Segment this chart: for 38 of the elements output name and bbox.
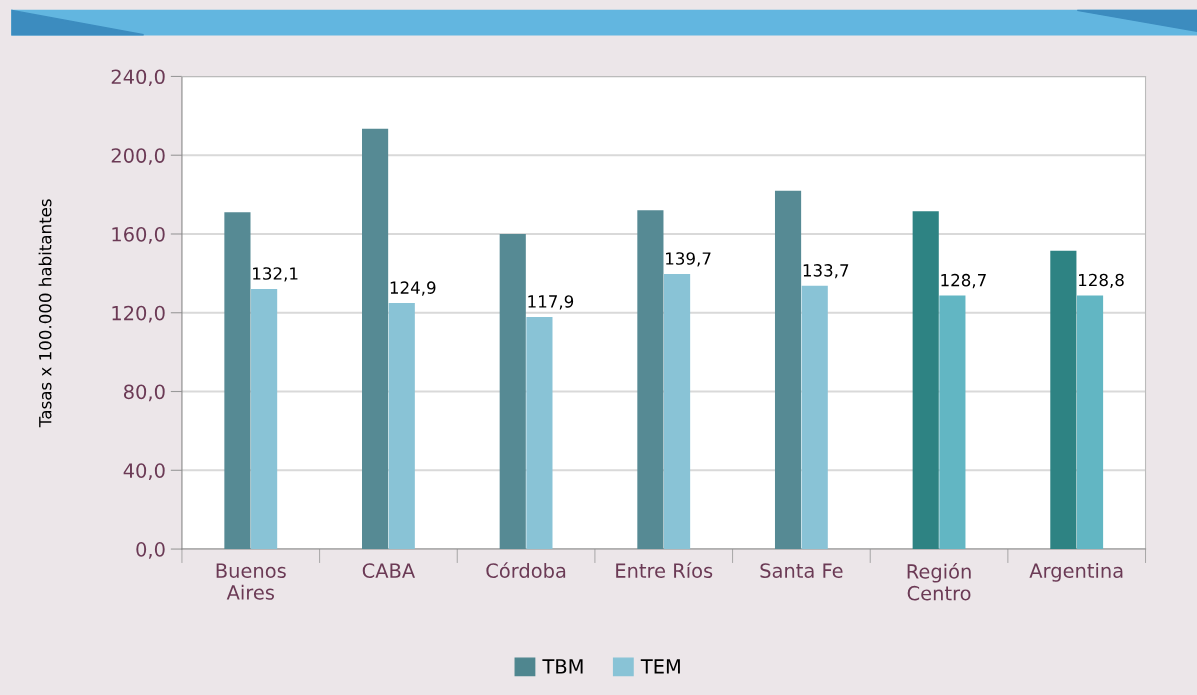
x-tick-label: Córdoba [486,562,566,578]
y-axis-title: Tasas x 100.000 habitantes [38,199,52,428]
x-tick-label: Santa Fe [760,563,843,578]
bar [939,295,966,550]
legend-label: TBM [542,659,583,674]
bar [1076,295,1104,550]
x-tick-label: Buenos Aires [216,563,286,600]
bar [912,211,939,550]
x-tick-label: Argentina [1029,562,1123,582]
bar [774,190,802,550]
bar [499,233,526,550]
bar [1050,250,1077,550]
y-tick-label: 0,0 [136,542,165,559]
data-label: 117,9 [528,295,574,310]
data-label: 124,9 [390,281,436,296]
y-tick-label: 240,0 [111,69,165,87]
data-label: 139,7 [666,252,711,267]
bar [526,316,553,550]
y-tick-label: 40,0 [123,463,165,480]
x-tick-label: CABA [362,563,416,578]
y-tick-label: 120,0 [112,305,165,323]
bar [388,303,415,550]
data-label: 133,7 [803,264,849,279]
y-tick-label: 160,0 [112,226,165,244]
legend-label: TEM [640,659,680,674]
data-label: 132,1 [253,267,298,282]
data-label: 128,7 [941,273,986,289]
bar [664,273,691,550]
data-label: 128,8 [1079,273,1124,288]
bar [637,210,664,550]
bar [251,288,278,550]
bar [362,128,389,550]
bar [801,285,828,550]
y-tick-label: 80,0 [124,384,165,402]
y-tick-label: 200,0 [111,148,165,165]
x-tick-label: Región Centro [907,562,971,601]
x-tick-label: Entre Ríos [616,562,713,578]
bar [224,212,251,550]
